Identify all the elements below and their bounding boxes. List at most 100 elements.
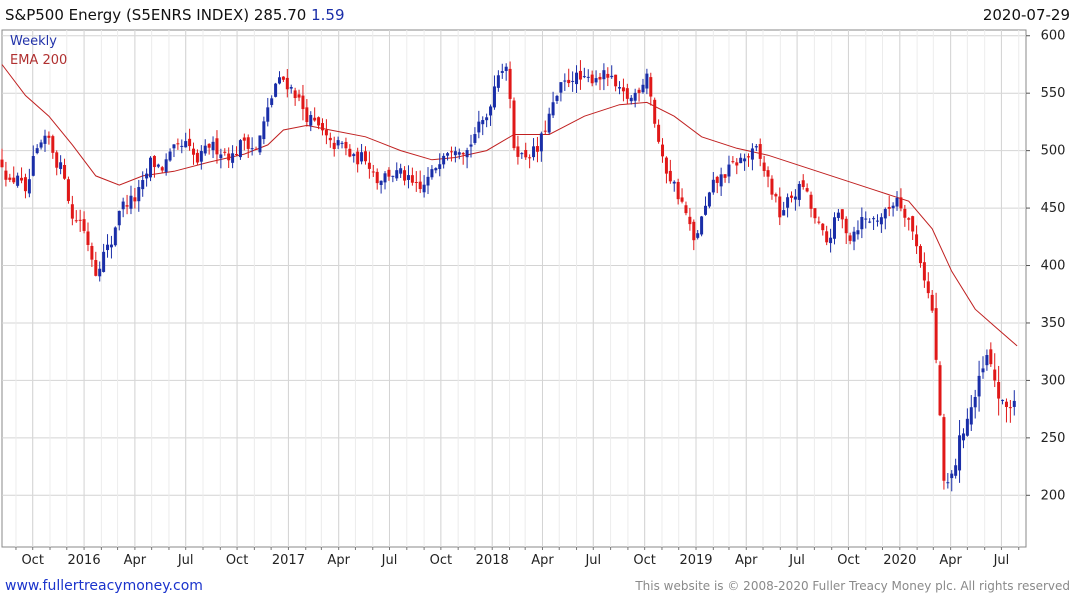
candle-body bbox=[938, 365, 942, 416]
candle-body bbox=[35, 148, 39, 154]
candle bbox=[864, 211, 868, 229]
y-tick-label: 600 bbox=[1041, 29, 1066, 44]
candle bbox=[618, 81, 622, 95]
candle-body bbox=[883, 209, 887, 219]
candle bbox=[832, 212, 836, 245]
candle-body bbox=[590, 74, 594, 84]
x-tick-label: 2017 bbox=[272, 553, 305, 568]
candle bbox=[94, 251, 98, 277]
candle-body bbox=[133, 197, 137, 202]
candle-body bbox=[106, 244, 110, 251]
candle bbox=[817, 216, 821, 225]
candle-body bbox=[199, 151, 203, 162]
candle-body bbox=[266, 107, 270, 122]
candle-body bbox=[289, 87, 293, 89]
candle-body bbox=[274, 83, 278, 97]
candle bbox=[696, 230, 700, 240]
candle bbox=[176, 138, 180, 150]
candle-body bbox=[125, 205, 129, 207]
candle bbox=[207, 143, 211, 155]
candle-body bbox=[508, 68, 512, 99]
candle-body bbox=[950, 473, 954, 479]
candle-body bbox=[63, 164, 67, 179]
candle-body bbox=[512, 100, 516, 149]
candle bbox=[371, 164, 375, 177]
candle bbox=[1012, 390, 1016, 416]
candle bbox=[469, 134, 473, 158]
candle-body bbox=[59, 162, 63, 169]
candle-body bbox=[39, 142, 43, 148]
candle bbox=[289, 84, 293, 94]
candle bbox=[895, 191, 899, 211]
candle-body bbox=[293, 90, 297, 99]
candle-body bbox=[762, 162, 766, 171]
candle bbox=[789, 191, 793, 203]
candle bbox=[590, 70, 594, 87]
candle-body bbox=[184, 141, 188, 148]
candle bbox=[356, 147, 360, 173]
candle-body bbox=[645, 73, 649, 89]
candle bbox=[602, 63, 606, 91]
candle bbox=[918, 244, 922, 268]
candle bbox=[266, 97, 270, 127]
candle-body bbox=[770, 178, 774, 195]
candle-body bbox=[285, 77, 289, 90]
x-tick-label: Jul bbox=[993, 553, 1010, 568]
candle-body bbox=[383, 173, 387, 183]
candle bbox=[0, 148, 4, 168]
candle-body bbox=[868, 221, 872, 223]
x-tick-label: Oct bbox=[21, 553, 43, 568]
candle bbox=[692, 219, 696, 251]
candle-body bbox=[903, 208, 907, 218]
candle-body bbox=[961, 433, 965, 441]
candle-body bbox=[528, 157, 532, 159]
website-link[interactable]: www.fullertreacymoney.com bbox=[5, 578, 203, 594]
x-tick-label: Oct bbox=[430, 553, 452, 568]
candle-body bbox=[188, 138, 192, 147]
candle-body bbox=[672, 181, 676, 184]
candle bbox=[649, 72, 653, 106]
candle bbox=[418, 170, 422, 194]
candle-body bbox=[985, 355, 989, 366]
candle bbox=[774, 192, 778, 203]
candle bbox=[23, 173, 27, 199]
x-tick-label: Apr bbox=[327, 553, 350, 568]
candle bbox=[406, 165, 410, 189]
candle-body bbox=[145, 173, 149, 179]
candle-body bbox=[563, 80, 567, 82]
candle bbox=[551, 91, 555, 119]
candle-body bbox=[449, 151, 453, 153]
candle-body bbox=[231, 153, 235, 163]
candle-body bbox=[692, 221, 696, 241]
candle-body bbox=[12, 177, 16, 183]
candle bbox=[813, 208, 817, 224]
candle bbox=[969, 395, 973, 431]
candle bbox=[508, 61, 512, 109]
candle-body bbox=[371, 171, 375, 173]
candle-body bbox=[930, 294, 934, 311]
candle-body bbox=[700, 216, 704, 235]
price-change: 1.59 bbox=[311, 6, 344, 24]
candle bbox=[868, 218, 872, 224]
candle-body bbox=[430, 169, 434, 178]
candle-body bbox=[891, 205, 895, 209]
candle bbox=[223, 148, 227, 156]
candle bbox=[770, 175, 774, 200]
candle-body bbox=[1004, 401, 1008, 407]
candle bbox=[887, 195, 891, 217]
candle-body bbox=[989, 349, 993, 365]
candle-body bbox=[481, 120, 485, 125]
candle-body bbox=[805, 188, 809, 192]
candle bbox=[164, 153, 168, 176]
candle bbox=[70, 195, 74, 226]
candle bbox=[250, 137, 254, 156]
candle-body bbox=[399, 168, 403, 174]
candle bbox=[586, 69, 590, 83]
candle-body bbox=[848, 235, 852, 241]
candle bbox=[840, 209, 844, 229]
candle-body bbox=[215, 138, 219, 155]
candle-body bbox=[297, 94, 301, 98]
candle-body bbox=[809, 194, 813, 209]
candle-body bbox=[422, 184, 426, 193]
candle bbox=[78, 209, 82, 232]
